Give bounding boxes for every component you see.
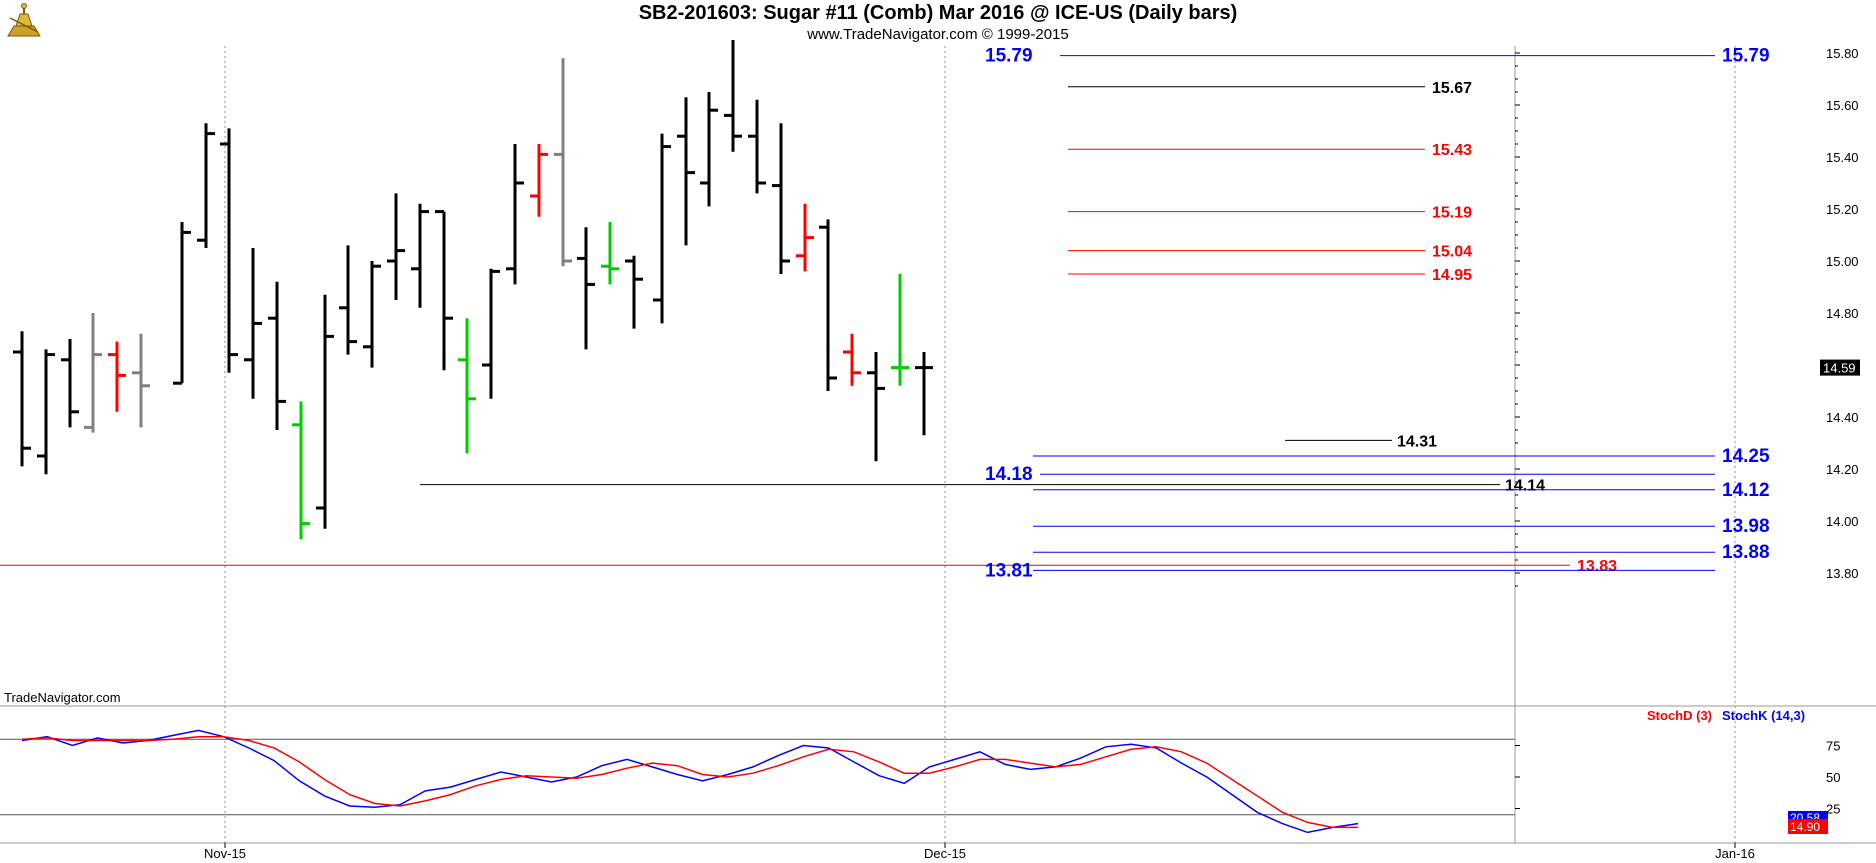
ohlc-bar — [748, 99, 766, 194]
y-tick-label: 13.80 — [1826, 566, 1859, 581]
ohlc-bar — [316, 294, 334, 529]
ohlc-bar — [458, 318, 476, 454]
ohlc-bar — [843, 333, 861, 386]
price-level: 14.31 — [1285, 433, 1437, 450]
ohlc-bar — [677, 97, 695, 246]
ohlc-bar — [772, 123, 790, 274]
ohlc-bar — [37, 349, 55, 475]
price-level: 13.83 — [0, 558, 1617, 575]
y-tick-label: 14.20 — [1826, 462, 1859, 477]
ohlc-bar — [577, 227, 595, 350]
ohlc-bar — [173, 222, 191, 385]
y-tick-label: 14.80 — [1826, 306, 1859, 321]
x-tick-label: Dec-15 — [924, 846, 966, 861]
ohlc-bar — [435, 210, 453, 371]
last-price-box — [1820, 359, 1860, 376]
price-level: 15.19 — [1068, 205, 1472, 222]
ohlc-bar — [363, 261, 381, 368]
price-level: 14.14 — [420, 478, 1545, 495]
stoch-series-line — [21, 729, 1359, 834]
ohlc-bar — [530, 144, 548, 217]
price-level: 15.79 15.79 — [985, 46, 1770, 67]
stoch-y-label: 25 — [1826, 802, 1840, 817]
stoch-y-label: 50 — [1826, 770, 1840, 785]
stoch-y-label: 75 — [1826, 739, 1840, 754]
price-level-label: 14.12 — [1722, 480, 1770, 501]
ohlc-bar — [244, 248, 262, 399]
price-level: 15.43 — [1068, 142, 1472, 159]
y-tick-label: 15.00 — [1826, 254, 1859, 269]
ohlc-bar — [625, 255, 643, 329]
price-level-label: 15.19 — [1432, 205, 1472, 222]
y-tick-label: 15.60 — [1826, 98, 1859, 113]
last-price-label: 14.59 — [1823, 361, 1856, 376]
ohlc-bar — [796, 203, 814, 272]
price-level-label: 14.25 — [1722, 446, 1770, 467]
ohlc-bar — [724, 40, 742, 152]
ohlc-bar — [387, 193, 405, 300]
ohlc-bar — [292, 401, 310, 540]
price-level: 13.98 — [1033, 516, 1770, 537]
ohlc-bar — [61, 339, 79, 428]
x-tick-label: Nov-15 — [204, 846, 246, 861]
price-level-label: 15.43 — [1432, 142, 1472, 159]
y-tick-label: 14.40 — [1826, 410, 1859, 425]
ohlc-bar — [84, 313, 102, 433]
ohlc-bar — [819, 219, 837, 391]
ohlc-bar — [132, 333, 150, 428]
price-level: 13.88 — [1033, 542, 1770, 563]
y-tick-label: 14.00 — [1826, 514, 1859, 529]
ohlc-bar — [915, 352, 933, 436]
stoch-last-d-label: 14.90 — [1790, 820, 1820, 834]
price-level-label: 14.95 — [1432, 267, 1472, 284]
ohlc-bar — [268, 281, 286, 430]
price-level: 14.18 — [985, 464, 1715, 485]
ohlc-bar — [197, 123, 215, 248]
price-level: 13.81 — [985, 560, 1715, 581]
ohlc-bar — [411, 203, 429, 308]
price-level-label: 14.31 — [1397, 433, 1437, 450]
ohlc-bar — [220, 128, 238, 373]
ohlc-bar — [13, 331, 31, 467]
x-tick-label: Jan-16 — [1715, 846, 1755, 861]
price-level: 15.04 — [1068, 244, 1472, 261]
price-level-label: 15.04 — [1432, 244, 1472, 261]
y-tick-label: 15.80 — [1826, 46, 1859, 61]
y-tick-label: 15.20 — [1826, 202, 1859, 217]
ohlc-bar — [554, 58, 572, 267]
price-level: 14.95 — [1068, 267, 1472, 284]
ohlc-bar — [339, 245, 357, 355]
watermark-label: TradeNavigator.com — [4, 690, 121, 705]
price-level-label: 15.79 — [985, 46, 1033, 67]
chart-header: SB2-201603: Sugar #11 (Comb) Mar 2016 @ … — [0, 0, 1876, 46]
ohlc-bar — [653, 133, 671, 324]
chart-title: SB2-201603: Sugar #11 (Comb) Mar 2016 @ … — [638, 2, 1238, 24]
stoch-legend-d: StochD (3) — [1647, 708, 1712, 723]
ohlc-bar — [482, 268, 500, 399]
price-level-label: 14.14 — [1505, 478, 1545, 495]
price-level-label: 15.67 — [1432, 80, 1472, 97]
y-tick-label: 15.40 — [1826, 150, 1859, 165]
price-level-label: 13.81 — [985, 560, 1033, 581]
price-level-label: 13.83 — [1577, 558, 1617, 575]
price-level-label: 14.18 — [985, 464, 1033, 485]
ohlc-bar — [867, 352, 885, 462]
price-level: 15.67 — [1068, 80, 1472, 97]
stoch-series-line — [21, 735, 1358, 829]
stoch-legend-k: StochK (14,3) — [1722, 708, 1805, 723]
price-level-label: 15.79 — [1722, 46, 1770, 67]
chart-subtitle: www.TradeNavigator.com © 1999-2015 — [807, 26, 1069, 43]
ohlc-bar — [108, 341, 126, 412]
price-level: 14.25 — [1033, 446, 1770, 467]
price-level: 14.12 — [1033, 480, 1770, 501]
ohlc-bar — [506, 144, 524, 285]
stoch-last-d-box — [1788, 819, 1828, 834]
ohlc-bar — [601, 222, 619, 285]
price-level-label: 13.98 — [1722, 516, 1770, 537]
trade-navigator-logo-icon — [7, 3, 41, 37]
ohlc-bar — [700, 92, 718, 207]
ohlc-bar — [891, 274, 909, 386]
price-level-label: 13.88 — [1722, 542, 1770, 563]
